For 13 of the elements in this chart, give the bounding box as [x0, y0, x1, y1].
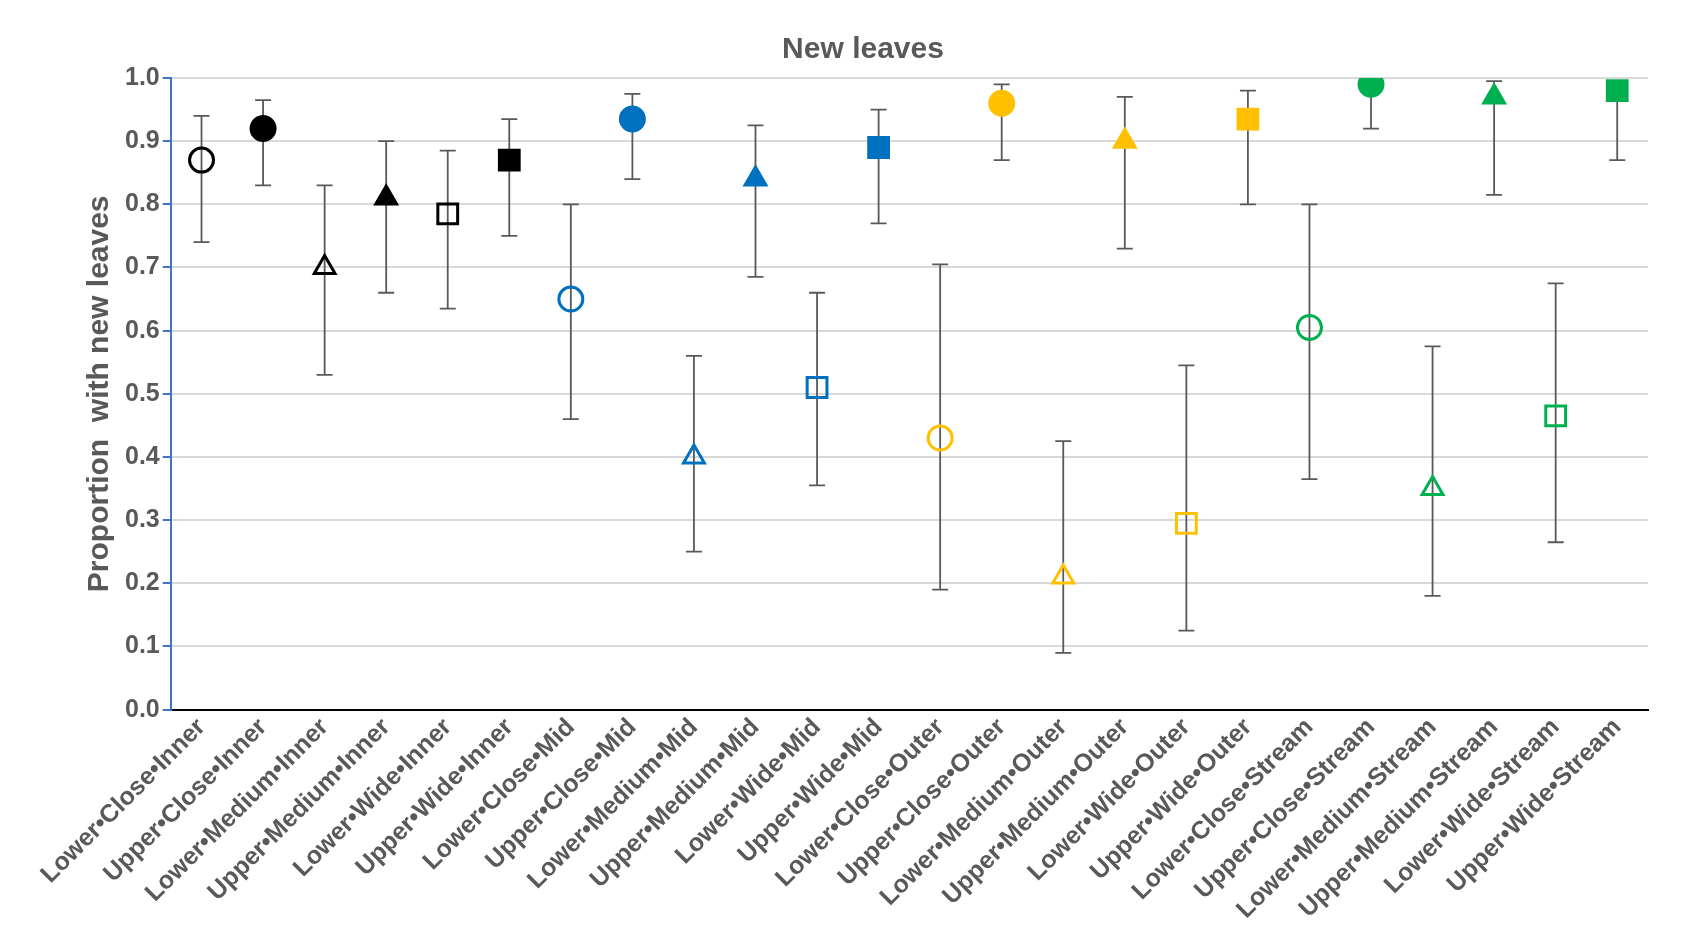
chart-title: New leaves: [782, 31, 944, 65]
y-tick-label: 0.3: [124, 504, 160, 533]
y-tick-label: 0.9: [124, 125, 160, 154]
y-tick-label: 0.0: [124, 693, 160, 722]
y-tick-label: 0.4: [124, 440, 160, 469]
y-axis-title: Proportion with new leaves: [81, 195, 115, 593]
y-tick-label: 0.1: [124, 630, 160, 659]
y-tick-label: 0.5: [124, 377, 160, 406]
y-tick-label: 0.6: [124, 314, 160, 343]
y-tick-label: 1.0: [124, 61, 160, 90]
y-tick-label: 0.2: [124, 567, 160, 596]
y-tick-label: 0.7: [124, 251, 160, 280]
y-tick-label: 0.8: [124, 188, 160, 217]
